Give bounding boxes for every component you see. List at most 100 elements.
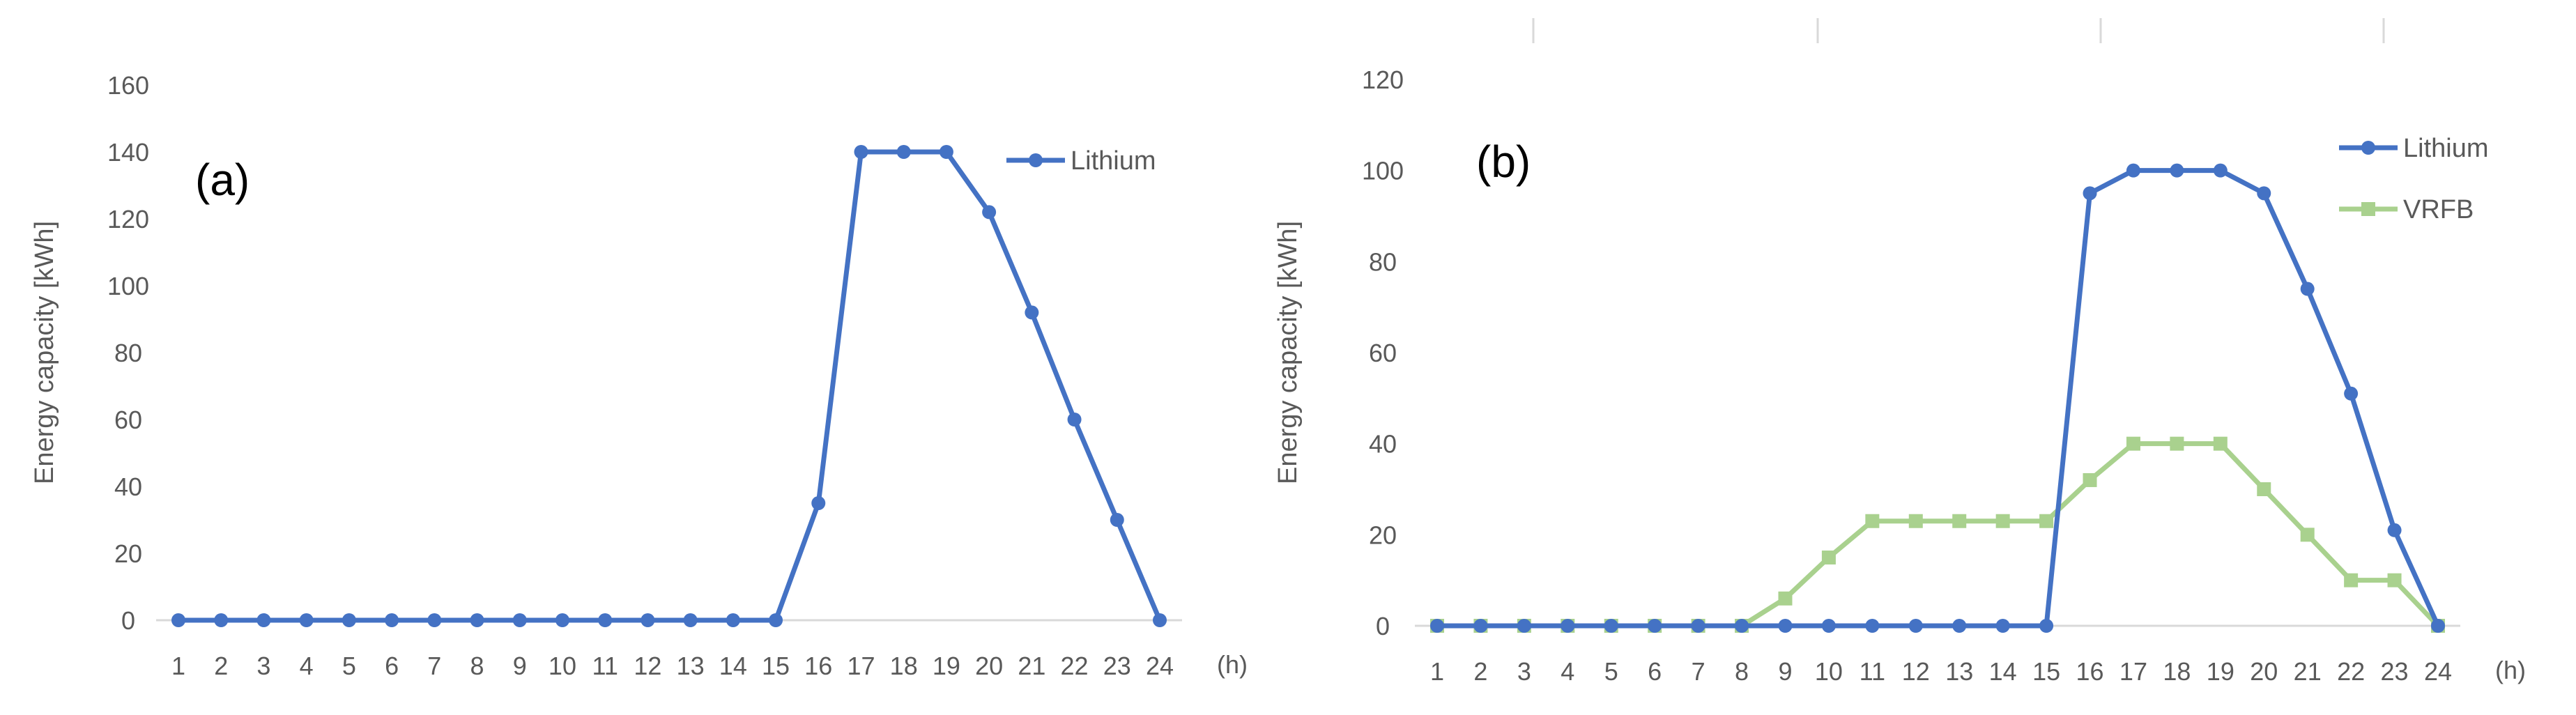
data-point-lithium xyxy=(470,613,484,627)
data-point-vrfb xyxy=(1778,591,1793,606)
y-tick-label: 60 xyxy=(114,406,142,434)
y-tick-label: 20 xyxy=(114,539,142,568)
data-point-vrfb xyxy=(2170,436,2184,451)
data-point-lithium xyxy=(1153,613,1167,627)
x-tick-label: 3 xyxy=(256,652,270,680)
x-tick-label: 4 xyxy=(1561,657,1574,686)
data-point-lithium xyxy=(2213,163,2228,178)
y-tick-label: 120 xyxy=(1362,66,1404,94)
data-point-lithium xyxy=(1821,619,1836,633)
panel-label: (a) xyxy=(195,155,250,205)
x-tick-label: 17 xyxy=(847,652,875,680)
y-tick-label: 100 xyxy=(107,272,149,300)
y-tick-label: 120 xyxy=(107,205,149,233)
data-point-lithium xyxy=(598,613,613,627)
y-tick-label: 160 xyxy=(107,71,149,100)
x-tick-label: 1 xyxy=(1430,657,1444,686)
x-tick-label: 22 xyxy=(2337,657,2365,686)
series-line-vrfb xyxy=(1437,441,2440,629)
data-point-lithium xyxy=(726,613,740,627)
data-point-lithium xyxy=(1648,619,1662,633)
x-tick-label: 23 xyxy=(2381,657,2409,686)
data-point-vrfb xyxy=(1821,551,1836,564)
x-tick-label: 12 xyxy=(1902,657,1930,686)
data-point-lithium xyxy=(1430,619,1444,633)
data-point-lithium xyxy=(1778,619,1793,633)
data-point-lithium xyxy=(769,613,783,627)
x-tick-label: 20 xyxy=(2250,657,2278,686)
x-tick-label: 9 xyxy=(1778,657,1792,686)
x-tick-label: 20 xyxy=(975,652,1003,680)
data-point-lithium xyxy=(1604,619,1618,633)
x-tick-label: 10 xyxy=(549,652,576,680)
x-tick-label: 22 xyxy=(1061,652,1089,680)
data-point-lithium xyxy=(512,613,527,627)
x-tick-label: 11 xyxy=(1860,657,1885,686)
data-point-lithium xyxy=(214,613,229,627)
x-unit-label: (h) xyxy=(1217,650,1248,679)
data-point-lithium xyxy=(1908,619,1923,633)
y-tick-label: 80 xyxy=(114,339,142,367)
series-line-lithium xyxy=(178,149,1163,623)
data-point-lithium xyxy=(2170,163,2184,178)
x-tick-label: 19 xyxy=(933,652,960,680)
y-tick-label: 20 xyxy=(1369,521,1397,549)
x-tick-label: 14 xyxy=(719,652,747,680)
data-point-lithium xyxy=(939,145,953,159)
data-point-vrfb xyxy=(2039,514,2054,528)
data-point-lithium xyxy=(555,613,569,627)
x-tick-label: 17 xyxy=(2119,657,2147,686)
data-point-vrfb xyxy=(2213,436,2228,451)
data-point-lithium xyxy=(2257,186,2271,201)
data-point-lithium xyxy=(427,613,442,627)
x-tick-label: 1 xyxy=(171,652,185,680)
y-tick-label: 40 xyxy=(1369,430,1397,459)
data-point-lithium xyxy=(2039,619,2054,633)
y-axis-title: Energy capacity [kWh] xyxy=(30,221,59,484)
data-point-lithium xyxy=(2344,386,2359,401)
x-tick-label: 19 xyxy=(2207,657,2234,686)
data-point-lithium xyxy=(1691,619,1705,633)
x-tick-label: 21 xyxy=(1018,652,1045,680)
x-tick-label: 7 xyxy=(1692,657,1705,686)
x-tick-label: 6 xyxy=(1648,657,1662,686)
data-point-vrfb xyxy=(1952,514,1967,528)
data-point-lithium xyxy=(1561,619,1575,633)
x-tick-label: 13 xyxy=(1945,657,1973,686)
data-point-lithium xyxy=(811,496,826,510)
data-point-lithium xyxy=(342,613,356,627)
data-point-lithium xyxy=(2300,282,2315,296)
data-point-lithium xyxy=(982,205,997,220)
x-tick-label: 10 xyxy=(1815,657,1843,686)
y-tick-label: 100 xyxy=(1362,157,1404,185)
data-point-vrfb xyxy=(2300,528,2315,542)
legend-label: Lithium xyxy=(1071,146,1156,176)
x-tick-label: 2 xyxy=(1473,657,1487,686)
legend-marker xyxy=(2361,202,2375,216)
x-unit-label: (h) xyxy=(2495,656,2526,684)
panel-label: (b) xyxy=(1476,137,1531,187)
legend-marker xyxy=(2361,141,2375,155)
x-tick-label: 9 xyxy=(513,652,527,680)
x-tick-label: 21 xyxy=(2294,657,2322,686)
legend-label: Lithium xyxy=(2403,134,2489,163)
x-tick-label: 8 xyxy=(1735,657,1749,686)
x-tick-label: 23 xyxy=(1103,652,1131,680)
data-point-vrfb xyxy=(1865,514,1880,528)
data-point-lithium xyxy=(854,145,868,159)
data-point-lithium xyxy=(1025,305,1039,320)
data-point-lithium xyxy=(2083,186,2097,201)
y-tick-label: 0 xyxy=(121,606,135,635)
data-point-vrfb xyxy=(2344,573,2359,587)
x-tick-label: 7 xyxy=(427,652,441,680)
x-tick-label: 15 xyxy=(762,652,790,680)
data-point-lithium xyxy=(1473,619,1488,633)
data-point-vrfb xyxy=(2126,436,2140,451)
x-tick-label: 12 xyxy=(634,652,661,680)
data-point-vrfb xyxy=(1908,514,1923,528)
y-tick-label: 40 xyxy=(114,472,142,501)
x-tick-label: 18 xyxy=(2163,657,2191,686)
